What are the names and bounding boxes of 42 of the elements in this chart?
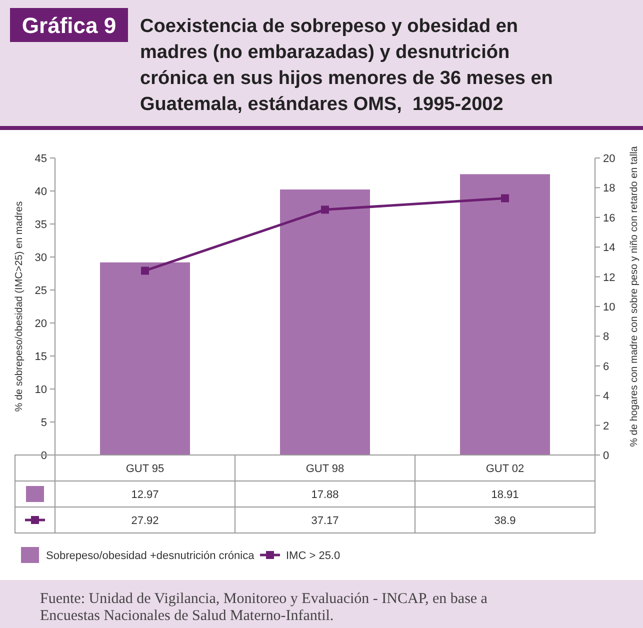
bar bbox=[100, 262, 190, 455]
y2-tick-label: 18 bbox=[603, 182, 616, 195]
y2-tick-label: 12 bbox=[603, 272, 616, 284]
y-tick-label: 15 bbox=[34, 351, 47, 363]
y-tick-label: 25 bbox=[34, 285, 47, 297]
y2-tick-label: 6 bbox=[603, 360, 610, 373]
y2-tick-label: 0 bbox=[603, 450, 610, 462]
bar bbox=[280, 189, 370, 455]
data-label: 27.92 bbox=[131, 515, 159, 527]
y-tick-label: 5 bbox=[40, 417, 47, 429]
legend-label: Sobrepeso/obesidad +desnutrición crónica bbox=[46, 550, 256, 562]
point bbox=[321, 206, 329, 214]
y-tick-label: 20 bbox=[34, 318, 47, 330]
y2-tick-label: 4 bbox=[603, 390, 610, 403]
x-tick-label: GUT 98 bbox=[306, 463, 344, 475]
data-label: 12.97 bbox=[131, 489, 159, 501]
y2-axis-title: % de hogares con madre con sobre peso y niño con retardo en talla bbox=[629, 146, 640, 447]
data-label: 17.88 bbox=[311, 489, 339, 501]
point bbox=[141, 266, 149, 275]
text: Gráfica 9 bbox=[22, 13, 116, 38]
point bbox=[501, 194, 509, 202]
data-label: 37.17 bbox=[311, 515, 339, 527]
legend-label: IMC > 25.0 bbox=[286, 550, 340, 562]
y2-tick-label: 16 bbox=[603, 212, 616, 224]
bar bbox=[460, 174, 550, 455]
y2-tick-label: 8 bbox=[603, 331, 610, 344]
y-tick-label: 30 bbox=[34, 252, 47, 264]
data-label: 18.91 bbox=[491, 489, 519, 501]
x-tick-label: GUT 95 bbox=[126, 463, 164, 475]
y-tick-label: 10 bbox=[34, 384, 47, 396]
y-tick-label: 45 bbox=[34, 153, 47, 165]
y-tick-label: 40 bbox=[34, 186, 47, 198]
y-tick-label: 35 bbox=[34, 219, 47, 231]
y2-tick-label: 10 bbox=[603, 302, 616, 314]
source-note: Fuente: Unidad de Vigilancia, Monitoreo y Evaluación - INCAP, en base a Encuestas Nacionales de Salud Materno-Infantil. bbox=[40, 591, 488, 624]
y2-tick-label: 20 bbox=[603, 153, 616, 165]
y2-tick-label: 14 bbox=[603, 242, 616, 254]
x-tick-label: GUT 02 bbox=[486, 463, 524, 475]
y2-tick-label: 2 bbox=[603, 420, 610, 432]
chart-title: Coexistencia de sobrepeso y obesidad en madres (no embarazadas) y desnutrición crónica en sus hijos menores de 36 meses en Guatemala, estándares OMS, 1995-2002 bbox=[140, 16, 553, 115]
data-label: 38.9 bbox=[494, 515, 516, 527]
y-axis-title: % de sobrepeso/obesidad (IMC>25) en madres bbox=[14, 201, 25, 412]
